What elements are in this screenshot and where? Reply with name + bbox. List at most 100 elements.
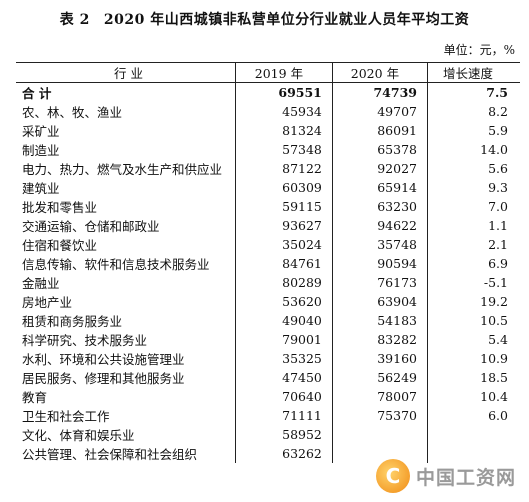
- table-row: 制造业 57348 65378 14.0: [16, 140, 520, 159]
- value-2019-cell: 47450: [235, 368, 333, 387]
- table-header-row: 行 业 2019 年 2020 年 增长速度: [16, 62, 520, 83]
- value-2020-cell: 39160: [332, 349, 428, 368]
- value-2020-cell: 83282: [332, 330, 428, 349]
- value-2020-cell: 56249: [332, 368, 428, 387]
- watermark-text: 中国工资网: [416, 466, 517, 489]
- value-2020-cell: [332, 444, 428, 463]
- industry-cell: 信息传输、软件和信息技术服务业: [16, 254, 236, 273]
- table-row: 房地产业 53620 63904 19.2: [16, 292, 520, 311]
- table-row: 信息传输、软件和信息技术服务业 84761 90594 6.9: [16, 254, 520, 273]
- header-growth: 增长速度: [427, 62, 520, 83]
- growth-rate-cell: 10.9: [480, 351, 508, 366]
- industry-cell: 交通运输、仓储和邮政业: [16, 216, 236, 235]
- growth-rate-cell: [427, 425, 520, 444]
- industry-cell: 教育: [16, 387, 236, 406]
- header-industry: 行 业: [16, 62, 236, 83]
- industry-cell: 卫生和社会工作: [16, 406, 236, 425]
- value-2020-cell: [332, 425, 428, 444]
- industry-cell: 文化、体育和娱乐业: [16, 425, 236, 444]
- value-2019-cell: 53620: [235, 292, 333, 311]
- unit-label: 单位：元，%: [443, 43, 515, 57]
- table-row: 公共管理、社会保障和社会组织 63262: [16, 444, 520, 463]
- value-2019-cell: 49040: [235, 311, 333, 330]
- industry-cell: 房地产业: [16, 292, 236, 311]
- industry-cell: 租赁和商务服务业: [16, 311, 236, 330]
- table-body: 合 计 69551 74739 7.5 农、林、牧、渔业 45934 49707 8.2 采矿业…: [16, 82, 520, 463]
- table-number: 表 2: [59, 12, 90, 28]
- growth-rate-cell: 5.9: [488, 123, 508, 138]
- table-row: 科学研究、技术服务业 79001 83282 5.4: [16, 330, 520, 349]
- table-row: 农、林、牧、渔业 45934 49707 8.2: [16, 102, 520, 121]
- industry-cell: 采矿业: [16, 121, 236, 140]
- value-2020-cell: 74739: [332, 82, 428, 102]
- value-2019-cell: 69551: [235, 82, 333, 102]
- table-row: 水利、环境和公共设施管理业 35325 39160 10.9: [16, 349, 520, 368]
- industry-cell: 金融业: [16, 273, 236, 292]
- value-2019-cell: 35325: [235, 349, 333, 368]
- value-2020-cell: 86091: [332, 121, 428, 140]
- value-2020-cell: 92027: [332, 159, 428, 178]
- table-row: 文化、体育和娱乐业 58952: [16, 425, 520, 444]
- value-2020-cell: 90594: [332, 254, 428, 273]
- value-2019-cell: 87122: [235, 159, 333, 178]
- growth-rate-cell: 19.2: [480, 294, 508, 309]
- table-row: 住宿和餐饮业 35024 35748 2.1: [16, 235, 520, 254]
- table-row: 建筑业 60309 65914 9.3: [16, 178, 520, 197]
- industry-cell: 公共管理、社会保障和社会组织: [16, 444, 236, 463]
- industry-cell: 批发和零售业: [16, 197, 236, 216]
- value-2019-cell: 81324: [235, 121, 333, 140]
- header-2020: 2020 年: [332, 62, 428, 83]
- value-2020-cell: 54183: [332, 311, 428, 330]
- value-2020-cell: 63230: [332, 197, 428, 216]
- table-row: 居民服务、修理和其他服务业 47450 56249 18.5: [16, 368, 520, 387]
- total-row: 合 计 69551 74739 7.5: [16, 82, 520, 102]
- value-2019-cell: 70640: [235, 387, 333, 406]
- table-row: 批发和零售业 59115 63230 7.0: [16, 197, 520, 216]
- growth-rate-cell: 2.1: [488, 237, 508, 252]
- industry-cell: 科学研究、技术服务业: [16, 330, 236, 349]
- growth-rate-cell: 6.0: [488, 408, 508, 423]
- table-row: 交通运输、仓储和邮政业 93627 94622 1.1: [16, 216, 520, 235]
- growth-rate-cell: 6.9: [488, 256, 508, 271]
- industry-cell: 建筑业: [16, 178, 236, 197]
- table-row: 租赁和商务服务业 49040 54183 10.5: [16, 311, 520, 330]
- value-2019-cell: 57348: [235, 140, 333, 159]
- table-row: 卫生和社会工作 71111 75370 6.0: [16, 406, 520, 425]
- growth-rate-cell: 8.2: [488, 104, 508, 119]
- table-row: 电力、热力、燃气及水生产和供应业 87122 92027 5.6: [16, 159, 520, 178]
- value-2019-cell: 63262: [235, 444, 333, 463]
- growth-rate-cell: 9.3: [488, 180, 508, 195]
- growth-rate-cell: 5.4: [488, 332, 508, 347]
- table-title-text: 2020 年山西城镇非私营单位分行业就业人员年平均工资: [103, 12, 470, 28]
- value-2020-cell: 49707: [332, 102, 428, 121]
- growth-rate-cell: 5.6: [488, 161, 508, 176]
- value-2019-cell: 93627: [235, 216, 333, 235]
- growth-rate-cell: 1.1: [488, 218, 508, 233]
- industry-cell: 农、林、牧、渔业: [16, 102, 236, 121]
- growth-rate-cell: 18.5: [480, 370, 508, 385]
- value-2019-cell: 80289: [235, 273, 333, 292]
- value-2020-cell: 65378: [332, 140, 428, 159]
- growth-rate-cell: 10.4: [480, 389, 508, 404]
- value-2019-cell: 35024: [235, 235, 333, 254]
- industry-cell: 电力、热力、燃气及水生产和供应业: [16, 159, 236, 178]
- industry-cell: 居民服务、修理和其他服务业: [16, 368, 236, 387]
- growth-rate-cell: 7.0: [488, 199, 508, 214]
- value-2019-cell: 59115: [235, 197, 333, 216]
- value-2019-cell: 58952: [235, 425, 333, 444]
- table-row: 金融业 80289 76173 -5.1: [16, 273, 520, 292]
- growth-rate-cell: -5.1: [483, 275, 508, 290]
- value-2020-cell: 76173: [332, 273, 428, 292]
- watermark: C 中国工资网: [376, 456, 526, 496]
- industry-cell: 合 计: [16, 82, 236, 102]
- value-2019-cell: 71111: [235, 406, 333, 425]
- industry-cell: 住宿和餐饮业: [16, 235, 236, 254]
- coin-logo-icon: C: [376, 459, 410, 493]
- industry-cell: 水利、环境和公共设施管理业: [16, 349, 236, 368]
- value-2020-cell: 75370: [332, 406, 428, 425]
- value-2020-cell: 78007: [332, 387, 428, 406]
- value-2020-cell: 65914: [332, 178, 428, 197]
- value-2019-cell: 60309: [235, 178, 333, 197]
- wage-table: 行 业 2019 年 2020 年 增长速度 合 计 69551 74739 7.5 农…: [16, 62, 520, 463]
- industry-cell: 制造业: [16, 140, 236, 159]
